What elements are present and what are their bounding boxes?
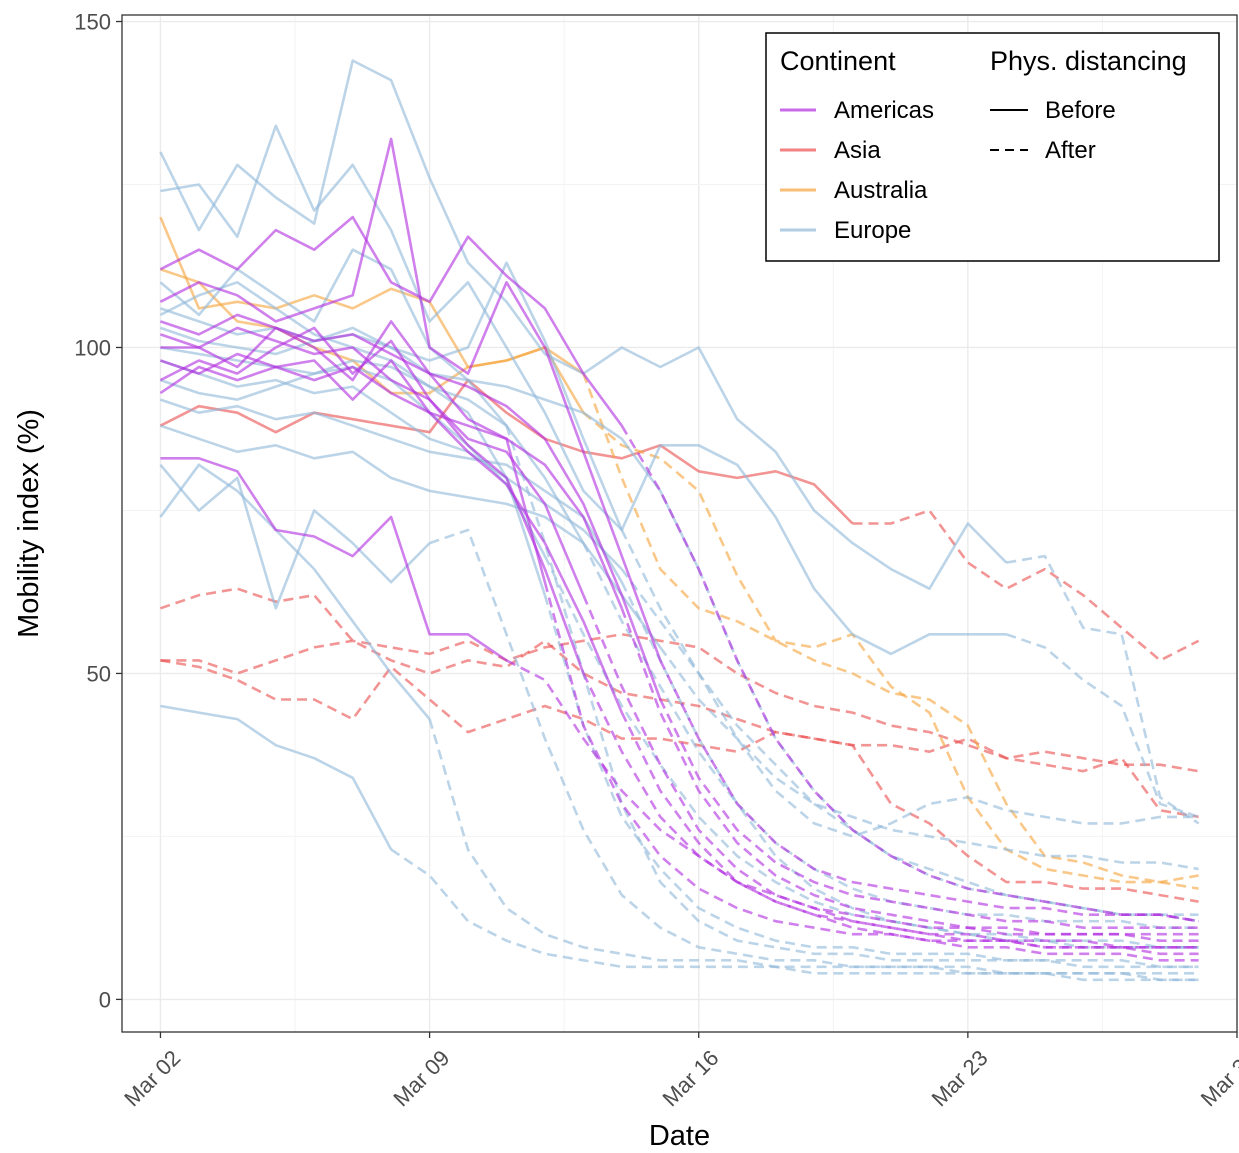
- y-axis-title: Mobility index (%): [13, 409, 45, 638]
- legend: Continent Phys. distancing AmericasAsiaA…: [765, 32, 1220, 262]
- series-line-after: [160, 659, 1199, 903]
- axis-ticks: [116, 20, 1238, 1038]
- series-line-after: [620, 607, 1199, 943]
- legend-label-americas: Americas: [834, 97, 934, 124]
- y-tick-label: 150: [74, 10, 111, 35]
- series-line-before: [159, 248, 508, 427]
- series-americas: [159, 352, 1199, 943]
- series-line-before: [159, 463, 431, 720]
- series-americas: [159, 359, 1199, 962]
- series-europe: [159, 463, 1199, 982]
- series-line-after: [160, 632, 1199, 819]
- series-line-after: [620, 712, 1199, 962]
- legend-label-europe: Europe: [834, 217, 911, 244]
- y-tick-label: 100: [74, 335, 111, 360]
- legend-label-australia: Australia: [834, 177, 928, 204]
- series-asia: [160, 632, 1199, 819]
- series-lines: [159, 59, 1200, 982]
- series-line-before: [159, 424, 662, 649]
- series-line-before: [159, 313, 662, 700]
- series-line-after: [543, 594, 1199, 969]
- series-line-after: [429, 528, 1199, 982]
- series-americas: [159, 326, 1199, 956]
- series-americas: [159, 313, 1199, 930]
- series-line-after: [659, 646, 1199, 871]
- series-line-after: [620, 568, 1199, 917]
- series-line-before: [160, 124, 1007, 656]
- series-europe: [159, 424, 1199, 871]
- legend-label-before: Before: [1045, 97, 1116, 124]
- x-axis-title: Date: [649, 1120, 710, 1152]
- series-line-after: [620, 425, 1199, 923]
- series-asia: [159, 378, 1200, 662]
- legend-items: Americas Asia Australia Europe Before After: [780, 97, 1116, 244]
- series-line-after: [582, 594, 1199, 956]
- series-line-after: [620, 529, 1199, 838]
- series-line-before: [159, 398, 623, 583]
- series-line-after: [582, 411, 1199, 884]
- series-line-before: [159, 359, 623, 714]
- y-tick-label: 0: [99, 987, 111, 1012]
- series-line-after: [659, 698, 1199, 930]
- series-line-after: [852, 509, 1200, 662]
- series-line-before: [159, 378, 854, 525]
- series-line-before: [159, 137, 662, 661]
- legend-title-continent: Continent: [780, 46, 896, 76]
- series-line-after: [659, 659, 1199, 923]
- series-asia: [160, 659, 1199, 903]
- legend-title-phys-distancing: Phys. distancing: [990, 46, 1187, 76]
- series-europe: [159, 248, 1199, 969]
- series-line-before: [160, 456, 508, 662]
- legend-box: [765, 32, 1220, 262]
- series-europe: [159, 463, 1199, 975]
- panel-border: [121, 14, 1238, 1033]
- series-line-after: [1006, 554, 1200, 825]
- series-americas: [159, 215, 1199, 923]
- series-line-after: [543, 581, 1199, 949]
- series-line-before: [159, 352, 623, 609]
- series-line-before: [159, 215, 623, 427]
- series-line-before: [159, 326, 585, 596]
- series-americas: [159, 137, 1199, 923]
- legend-label-after: After: [1045, 137, 1096, 164]
- series-line-before: [159, 463, 431, 610]
- series-line-after: [1005, 633, 1200, 819]
- series-asia: [159, 587, 1199, 773]
- legend-label-asia: Asia: [834, 137, 881, 164]
- y-tick-label: 50: [87, 661, 111, 686]
- series-europe: [160, 124, 1200, 819]
- series-line-after: [582, 373, 1199, 890]
- series-line-after: [505, 425, 1199, 969]
- series-line-after: [159, 587, 1199, 773]
- series-line-before: [160, 704, 393, 851]
